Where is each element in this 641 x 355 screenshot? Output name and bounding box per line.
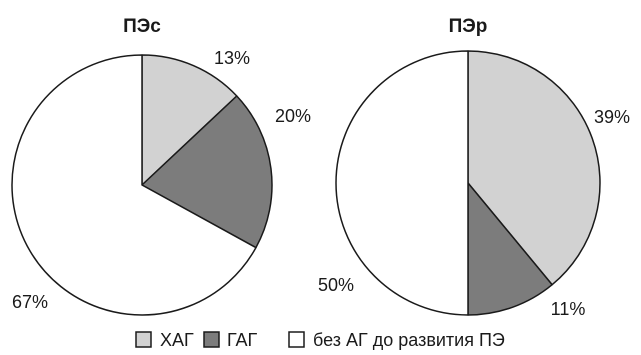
- slice-label: 67%: [12, 292, 48, 312]
- legend-label: ГАГ: [227, 330, 258, 350]
- slice-label: 13%: [214, 48, 250, 68]
- slice-label: 39%: [594, 107, 630, 127]
- legend-label: ХАГ: [160, 330, 194, 350]
- legend-label: без АГ до развития ПЭ: [313, 330, 505, 350]
- legend-swatch: [288, 331, 305, 348]
- pie-slice: [335, 50, 469, 316]
- chart-title-pes: ПЭс: [123, 16, 161, 37]
- slice-label: 50%: [318, 275, 354, 295]
- slice-label: 20%: [275, 106, 311, 126]
- legend-swatch: [203, 331, 220, 348]
- pie-chart-pes: ПЭс 13% 20% 67%: [11, 16, 311, 316]
- pie-slice: [141, 95, 273, 249]
- chart-title-per: ПЭр: [449, 16, 488, 37]
- pie-slice: [467, 50, 601, 286]
- slice-label: 11%: [551, 299, 586, 319]
- pie-slice: [11, 54, 257, 316]
- pie-slice: [467, 182, 553, 316]
- legend-swatch: [135, 331, 152, 348]
- pie-chart-per: ПЭр 39% 11% 50%: [318, 16, 630, 319]
- pie-slice: [141, 54, 238, 186]
- legend: ХАГ ГАГ без АГ до развития ПЭ: [135, 330, 505, 350]
